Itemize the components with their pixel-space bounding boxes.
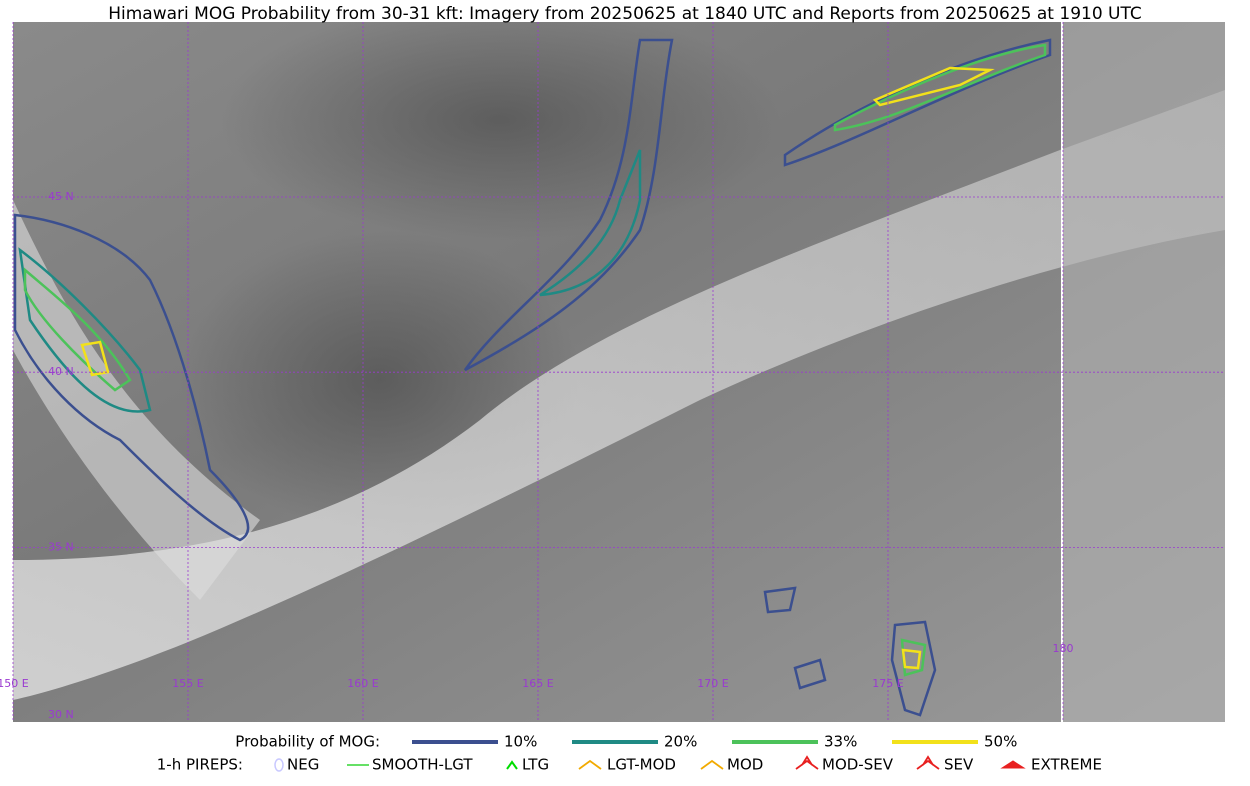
lon-label: 170 E: [697, 677, 728, 690]
legend-label: SMOOTH-LGT: [372, 756, 473, 774]
legend-label: 10%: [504, 733, 537, 751]
legend-icon: [1000, 760, 1026, 769]
legend-label: LTG: [522, 756, 549, 774]
legend-icon: [916, 755, 940, 770]
legend-label: 20%: [664, 733, 697, 751]
legend-label: 33%: [824, 733, 857, 751]
legend-icon: [274, 758, 284, 772]
legend-label: 50%: [984, 733, 1017, 751]
lat-label: 40 N: [48, 365, 74, 378]
lon-label: 155 E: [172, 677, 203, 690]
legend-icon: [578, 759, 602, 770]
lon-label: 165 E: [522, 677, 553, 690]
lon-label: 180: [1053, 642, 1074, 655]
legend-label: LGT-MOD: [607, 756, 676, 774]
contours: [13, 38, 1052, 717]
legend-label: SEV: [944, 756, 974, 774]
lon-label: 175 E: [872, 677, 903, 690]
legend: 10% 20% 33% 50% NEG SMOOTH-LGT LTG LGT-MOD MOD MO…: [274, 733, 1102, 774]
map: [13, 22, 1225, 722]
legend-icon: [795, 755, 819, 770]
legend-label: NEG: [287, 756, 319, 774]
legend-label: MOD: [727, 756, 763, 774]
lon-label: 160 E: [347, 677, 378, 690]
title: Himawari MOG Probability from 30-31 kft:…: [108, 4, 1142, 24]
legend-icon: [506, 760, 518, 770]
legend-label: EXTREME: [1031, 756, 1102, 774]
legend-icon: [700, 759, 724, 770]
legend-title: Probability of MOG:: [235, 733, 380, 751]
lon-label: 150 E: [0, 677, 29, 690]
legend-title: 1-h PIREPS:: [157, 756, 243, 774]
lat-label: 30 N: [48, 708, 74, 721]
lat-label: 35 N: [48, 540, 74, 553]
lat-label: 45 N: [48, 190, 74, 203]
legend-label: MOD-SEV: [822, 756, 894, 774]
graticule: 45 N 40 N 35 N 30 N 150 E 155 E 160 E 165 E 170 …: [0, 22, 1225, 722]
